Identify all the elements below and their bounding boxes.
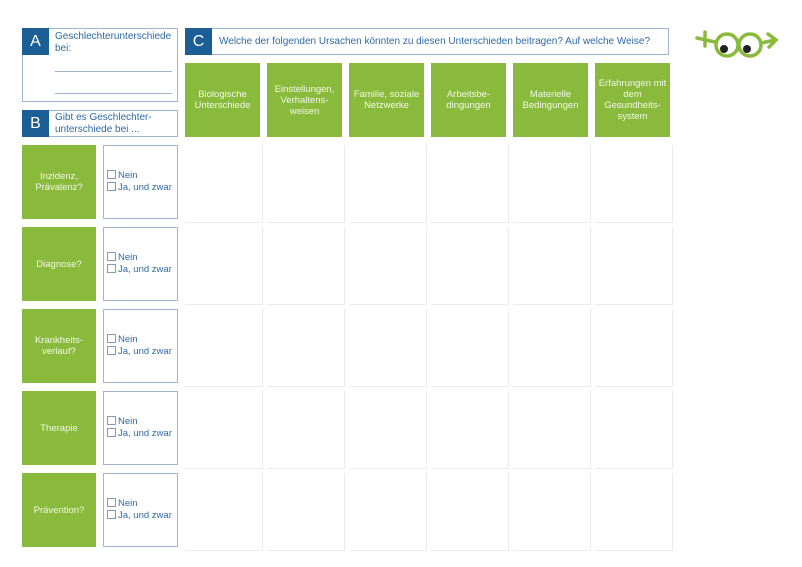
section-c-box: C Welche der folgenden Ursachen könnten … <box>185 28 669 55</box>
answer-cell[interactable] <box>349 473 427 551</box>
cause-column-header: Materielle Bedingungen <box>513 63 588 137</box>
section-b-box: B Gibt es Geschlechter-unterschiede bei … <box>22 110 178 137</box>
option-yes[interactable]: Ja, und zwar <box>107 182 177 194</box>
section-b-tag: B <box>22 110 49 137</box>
answer-cell[interactable] <box>185 227 263 305</box>
answer-cell[interactable] <box>431 473 509 551</box>
option-yes-label: Ja, und zwar <box>118 264 172 275</box>
answer-cell[interactable] <box>267 391 345 469</box>
answer-cell[interactable] <box>267 309 345 387</box>
option-yes[interactable]: Ja, und zwar <box>107 510 177 522</box>
section-c-text: Welche der folgenden Ursachen könnten zu… <box>219 36 651 47</box>
row-label: Krankheits-verlauf? <box>22 309 96 383</box>
option-no[interactable]: Nein <box>107 252 177 264</box>
answer-cell[interactable] <box>513 309 591 387</box>
cause-column-header: Erfahrungen mit dem Gesundheits-system <box>595 63 670 137</box>
option-no[interactable]: Nein <box>107 416 177 428</box>
checkbox-yes[interactable] <box>107 510 116 519</box>
answer-cell[interactable] <box>431 227 509 305</box>
answer-cell[interactable] <box>267 227 345 305</box>
answer-cell[interactable] <box>185 309 263 387</box>
checkbox-no[interactable] <box>107 334 116 343</box>
option-no[interactable]: Nein <box>107 498 177 510</box>
option-yes-label: Ja, und zwar <box>118 428 172 439</box>
row-label: Therapie <box>22 391 96 465</box>
answer-cell[interactable] <box>431 309 509 387</box>
cause-column-header: Familie, soziale Netzwerke <box>349 63 424 137</box>
cause-column-header: Arbeitsbe-dingungen <box>431 63 506 137</box>
row-label: Inzidenz, Prävalenz? <box>22 145 96 219</box>
option-no[interactable]: Nein <box>107 334 177 346</box>
checkbox-yes[interactable] <box>107 428 116 437</box>
option-no-label: Nein <box>118 252 138 263</box>
answer-line-2[interactable] <box>55 93 172 94</box>
option-yes[interactable]: Ja, und zwar <box>107 264 177 276</box>
checkbox-yes[interactable] <box>107 264 116 273</box>
checkbox-no[interactable] <box>107 252 116 261</box>
option-no-label: Nein <box>118 416 138 427</box>
answer-cell[interactable] <box>595 473 673 551</box>
section-a-tag: A <box>22 28 49 55</box>
answer-cell[interactable] <box>513 473 591 551</box>
checkbox-no[interactable] <box>107 416 116 425</box>
option-yes[interactable]: Ja, und zwar <box>107 428 177 440</box>
checkbox-yes[interactable] <box>107 182 116 191</box>
option-yes-label: Ja, und zwar <box>118 346 172 357</box>
checkbox-no[interactable] <box>107 170 116 179</box>
cause-column-header: Einstellungen, Verhaltens-weisen <box>267 63 342 137</box>
answer-options: Nein Ja, und zwar <box>103 145 178 219</box>
section-a-text: Geschlechterunterschiede bei: <box>55 31 172 54</box>
answer-options: Nein Ja, und zwar <box>103 309 178 383</box>
checkbox-yes[interactable] <box>107 346 116 355</box>
section-c-tag: C <box>185 28 212 55</box>
answer-cell[interactable] <box>595 391 673 469</box>
glasses-arrow-logo-icon <box>695 30 779 58</box>
answer-options: Nein Ja, und zwar <box>103 473 178 547</box>
answer-options: Nein Ja, und zwar <box>103 227 178 301</box>
option-no[interactable]: Nein <box>107 170 177 182</box>
cause-column-header: Biologische Unterschiede <box>185 63 260 137</box>
answer-cell[interactable] <box>431 391 509 469</box>
section-a-box: A Geschlechterunterschiede bei: <box>22 28 178 102</box>
answer-cell[interactable] <box>185 145 263 223</box>
option-yes-label: Ja, und zwar <box>118 182 172 193</box>
section-b-text: Gibt es Geschlechter-unterschiede bei ..… <box>55 112 152 135</box>
answer-cell[interactable] <box>595 145 673 223</box>
answer-cell[interactable] <box>349 391 427 469</box>
option-no-label: Nein <box>118 334 138 345</box>
answer-cell[interactable] <box>267 473 345 551</box>
option-no-label: Nein <box>118 170 138 181</box>
answer-cell[interactable] <box>267 145 345 223</box>
checkbox-no[interactable] <box>107 498 116 507</box>
row-label: Prävention? <box>22 473 96 547</box>
option-no-label: Nein <box>118 498 138 509</box>
answer-line-1[interactable] <box>55 71 172 72</box>
option-yes[interactable]: Ja, und zwar <box>107 346 177 358</box>
answer-cell[interactable] <box>349 145 427 223</box>
answer-cell[interactable] <box>431 145 509 223</box>
answer-cell[interactable] <box>185 473 263 551</box>
answer-cell[interactable] <box>513 145 591 223</box>
answer-options: Nein Ja, und zwar <box>103 391 178 465</box>
answer-cell[interactable] <box>595 309 673 387</box>
answer-cell[interactable] <box>349 227 427 305</box>
answer-cell[interactable] <box>595 227 673 305</box>
option-yes-label: Ja, und zwar <box>118 510 172 521</box>
answer-cell[interactable] <box>185 391 263 469</box>
answer-cell[interactable] <box>513 391 591 469</box>
answer-cell[interactable] <box>349 309 427 387</box>
row-label: Diagnose? <box>22 227 96 301</box>
answer-cell[interactable] <box>513 227 591 305</box>
